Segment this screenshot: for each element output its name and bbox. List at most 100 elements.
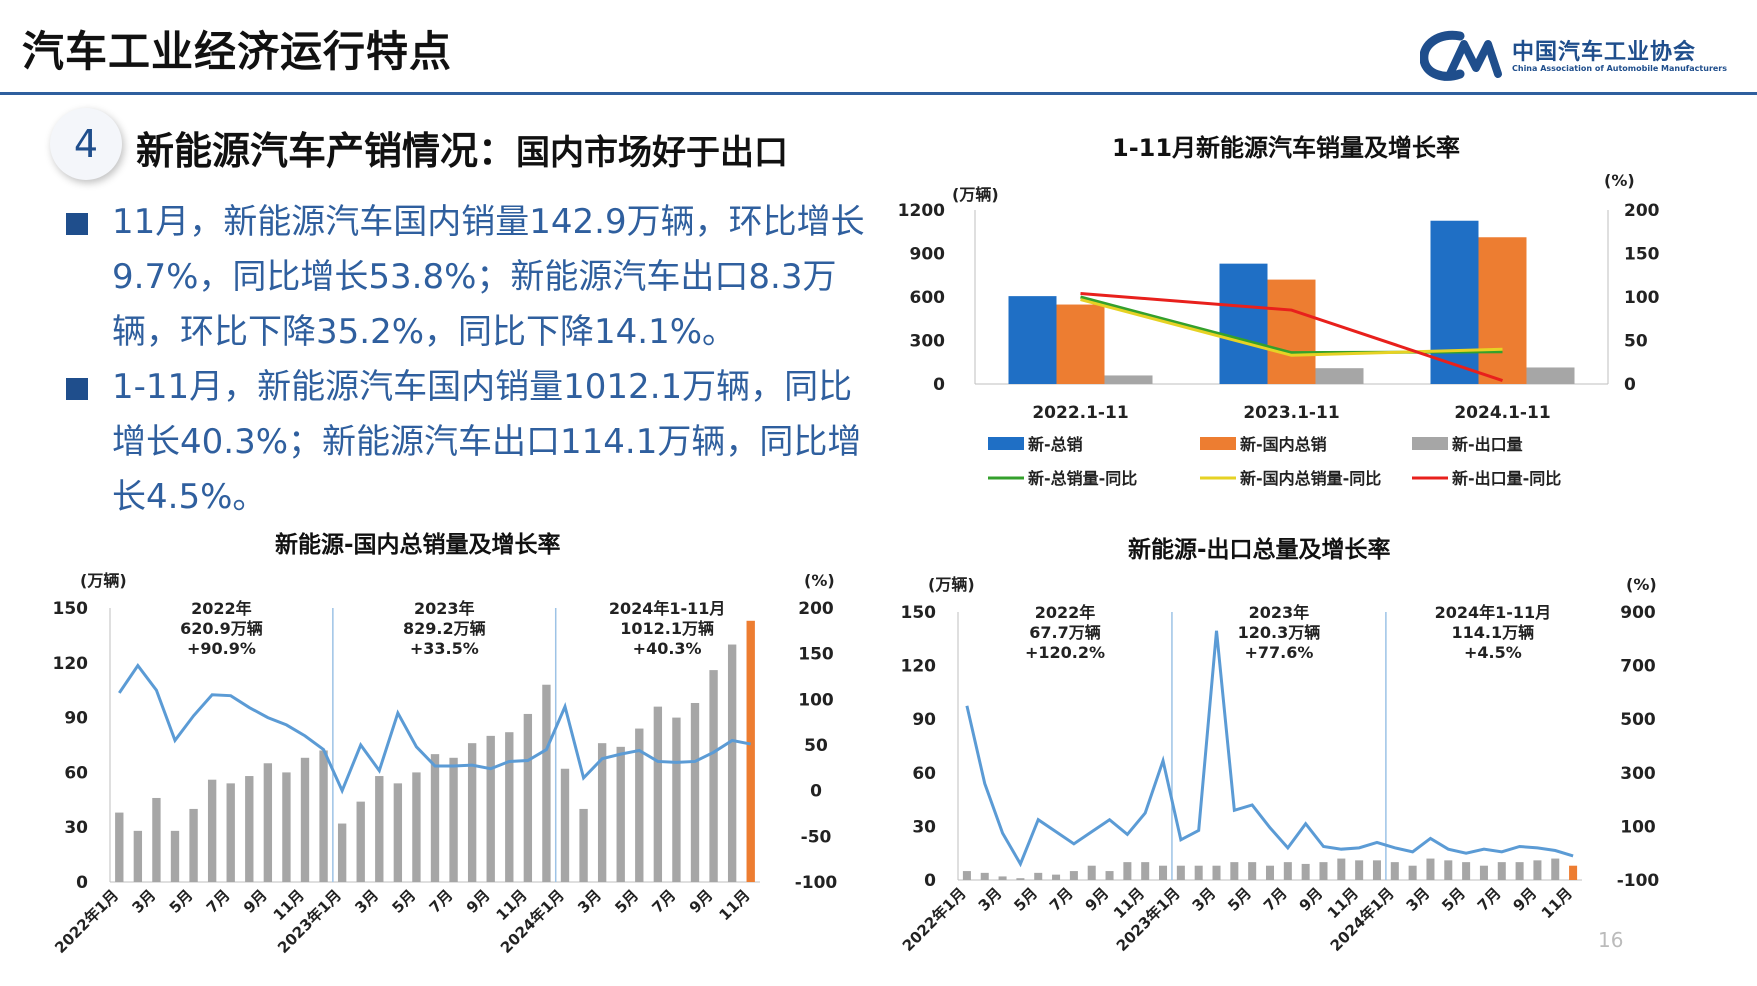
export-ytick-label: 150	[901, 603, 937, 623]
domestic-bar	[709, 670, 718, 882]
export-y2tick-label: 700	[1620, 657, 1656, 677]
summary-line	[1080, 292, 1503, 382]
export-bar	[1034, 872, 1043, 880]
summary-legend-label: 新-总销量-同比	[1028, 469, 1137, 488]
section-title-sub: 国内市场好于出口	[516, 133, 789, 173]
summary-line	[1080, 298, 1503, 357]
summary-bar	[1430, 220, 1479, 384]
page-number: 16	[1598, 928, 1624, 952]
domestic-bar	[597, 743, 607, 882]
summary-y2tick-label: 150	[1624, 245, 1660, 265]
summary-legend-label: 新-出口量	[1452, 435, 1523, 454]
export-xtick-label: 7月	[1046, 884, 1077, 915]
export-y2tick-label: -100	[1617, 871, 1660, 891]
export-annotation: 2022年	[1035, 603, 1096, 622]
domestic-xtick-label: 3月	[351, 886, 382, 917]
domestic-bar	[300, 757, 310, 882]
domestic-y2tick-label: 100	[798, 690, 834, 710]
domestic-y2tick-label: -50	[801, 827, 832, 847]
domestic-bar	[189, 808, 198, 882]
bullet-text: 11月，新能源汽车国内销量142.9万辆，环比增长9.7%，同比增长53.8%；…	[112, 202, 865, 352]
domestic-bar	[635, 728, 644, 882]
export-bar	[1069, 871, 1078, 880]
summary-ytick-label: 0	[933, 375, 945, 395]
summary-y2tick-label: 100	[1624, 288, 1660, 308]
domestic-bar	[170, 830, 180, 882]
summary-legend-swatch	[1200, 437, 1236, 450]
export-bar	[1337, 858, 1346, 880]
domestic-y2tick-label: -100	[795, 873, 838, 893]
bullet-text: 1-11月，新能源汽车国内销量1012.1万辆，同比增长40.3%；新能源汽车出…	[112, 367, 862, 517]
domestic-bar	[579, 808, 588, 882]
domestic-bar	[449, 757, 458, 882]
export-annotation: 67.7万辆	[1029, 623, 1100, 642]
domestic-bar	[393, 783, 403, 882]
domestic-xtick-label: 2022年1月	[51, 886, 122, 957]
logo: 中国汽车工业协会 China Association of Automobile…	[1420, 30, 1727, 82]
export-bar	[1372, 860, 1381, 880]
summary-y2tick-label: 0	[1624, 375, 1636, 395]
export-ytick-label: 90	[912, 710, 936, 730]
domestic-bar	[523, 713, 533, 882]
domestic-bar	[542, 684, 551, 882]
domestic-bar	[505, 732, 514, 882]
domestic-y2tick-label: 150	[798, 645, 834, 665]
export-bar	[962, 871, 971, 880]
domestic-xtick-label: 11月	[715, 886, 753, 924]
domestic-xtick-label: 5月	[166, 886, 197, 917]
export-bar	[1569, 865, 1578, 880]
export-bar	[1355, 860, 1364, 880]
export-xtick-label: 5月	[1438, 884, 1469, 915]
domestic-ytick-label: 90	[64, 709, 88, 729]
header-divider	[0, 92, 1757, 95]
domestic-bar	[616, 746, 625, 882]
summary-bar	[1008, 296, 1057, 384]
export-bar	[1230, 862, 1239, 880]
export-bar	[1283, 862, 1292, 880]
summary-legend-swatch	[1412, 437, 1448, 450]
domestic-yunit-right: (%)	[804, 571, 835, 590]
domestic-annotation: 620.9万辆	[180, 619, 263, 638]
domestic-bar	[319, 750, 328, 882]
domestic-xtick-label: 9月	[686, 886, 717, 917]
summary-ytick-label: 900	[910, 245, 946, 265]
domestic-ytick-label: 60	[64, 763, 88, 783]
summary-xtick-label: 2023.1-11	[1243, 403, 1339, 423]
summary-legend-label: 新-国内总销	[1240, 435, 1327, 454]
export-y2tick-label: 500	[1620, 710, 1656, 730]
export-annotation: +4.5%	[1464, 643, 1522, 662]
domestic-annotation: +90.9%	[187, 639, 256, 658]
export-xtick-label: 9月	[1510, 884, 1541, 915]
domestic-xtick-label: 7月	[426, 886, 457, 917]
caam-logo-icon	[1420, 30, 1502, 81]
export-xtick-label: 9月	[1082, 884, 1113, 915]
export-ytick-label: 120	[901, 657, 937, 677]
export-bar	[1497, 862, 1506, 880]
summary-xtick-label: 2024.1-11	[1454, 403, 1550, 423]
domestic-bar	[560, 768, 570, 882]
export-yunit-right: (%)	[1626, 575, 1657, 594]
domestic-ytick-label: 0	[76, 873, 88, 893]
domestic-y2tick-label: 0	[810, 782, 822, 802]
summary-xtick-label: 2022.1-11	[1032, 403, 1128, 423]
export-bar	[1141, 862, 1150, 880]
domestic-growth-line	[118, 662, 752, 795]
export-annotation: 2024年1-11月	[1435, 603, 1552, 622]
domestic-bar	[467, 743, 477, 882]
square-bullet-icon	[66, 213, 88, 235]
domestic-bar	[486, 735, 495, 882]
export-annotation: 114.1万辆	[1452, 623, 1535, 642]
export-bar	[1408, 865, 1417, 880]
export-xtick-label: 7月	[1474, 884, 1505, 915]
export-bar	[1462, 862, 1471, 880]
export-bar	[1194, 865, 1203, 880]
domestic-annotation: +40.3%	[633, 639, 702, 658]
export-ytick-label: 60	[912, 764, 936, 784]
export-y2tick-label: 100	[1620, 817, 1656, 837]
export-bar	[998, 876, 1007, 880]
export-bar	[1479, 865, 1488, 880]
export-bar	[1123, 862, 1132, 880]
domestic-annotation: 1012.1万辆	[620, 619, 714, 638]
export-annotation: 2023年	[1249, 603, 1310, 622]
